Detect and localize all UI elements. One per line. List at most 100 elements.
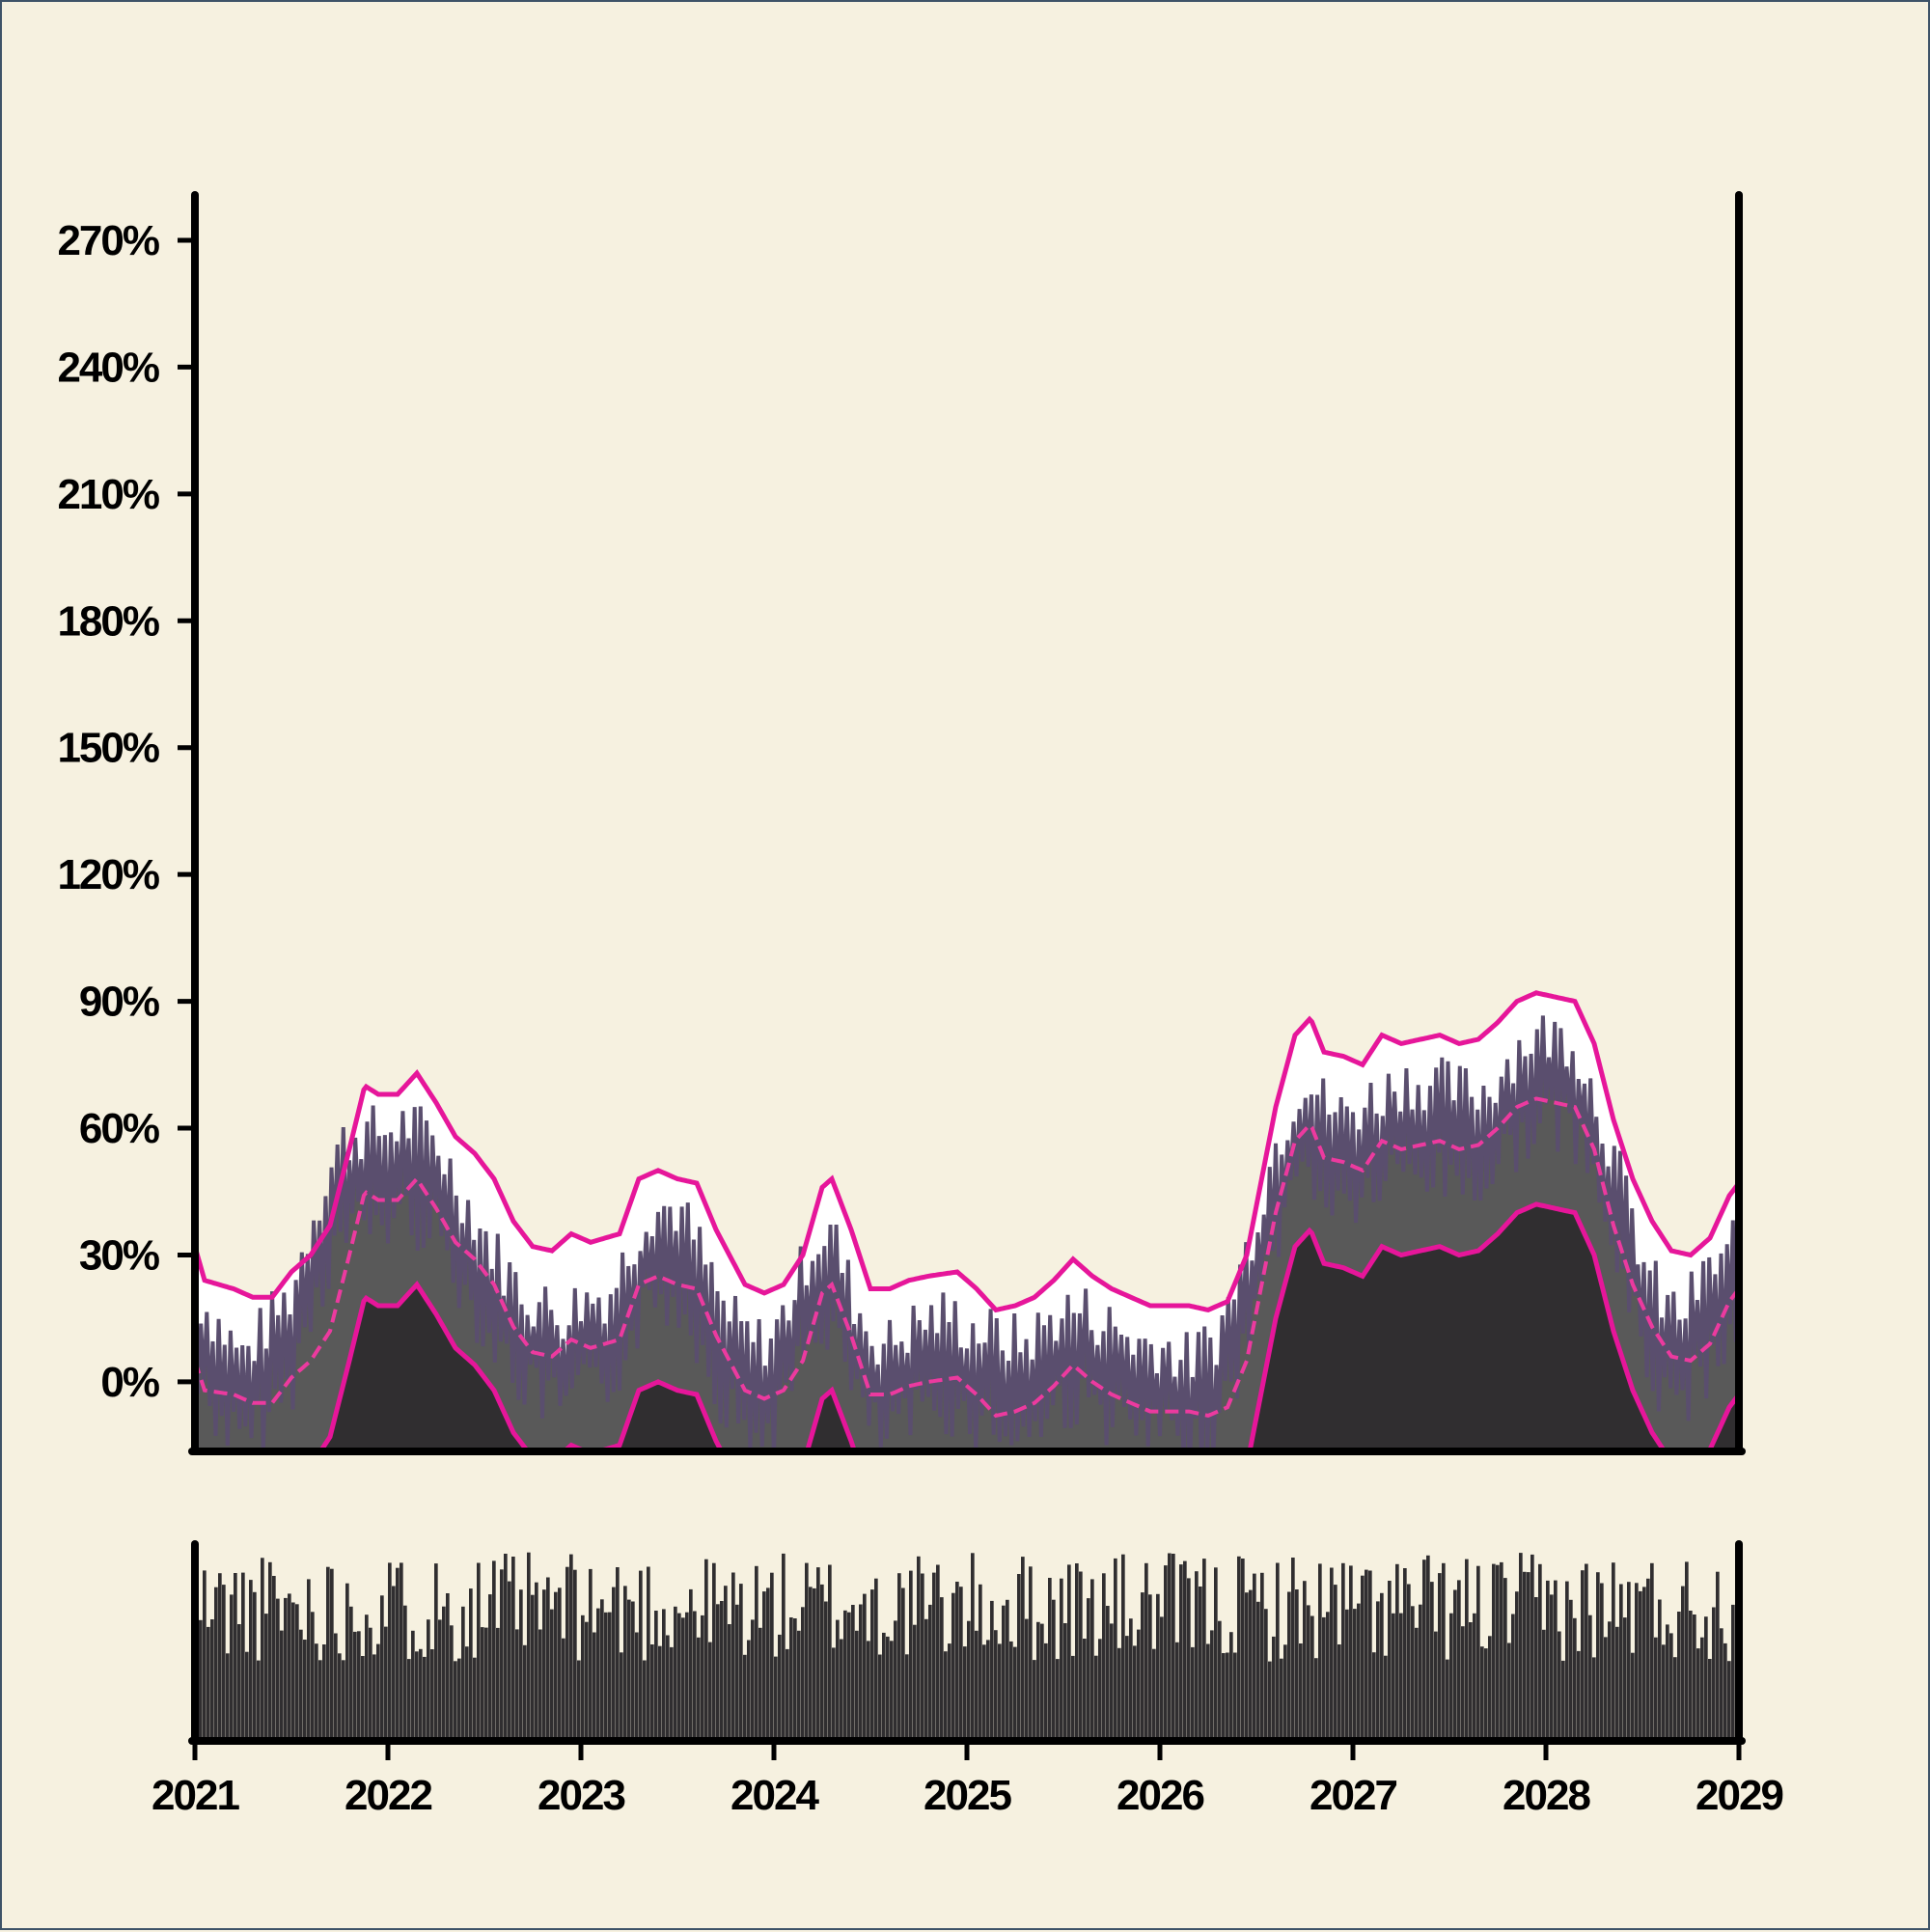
volume-bar [1550, 1594, 1554, 1739]
volume-bar [562, 1638, 565, 1739]
volume-bar [1677, 1612, 1681, 1739]
volume-bar [797, 1630, 801, 1739]
volume-bar [998, 1643, 1002, 1739]
volume-bar [1110, 1623, 1114, 1739]
volume-bar [731, 1572, 735, 1739]
volume-bar [546, 1577, 550, 1739]
volume-bar [1060, 1578, 1063, 1739]
volume-bar [874, 1578, 878, 1739]
volume-bar [1009, 1641, 1013, 1739]
volume-bar [1249, 1589, 1253, 1739]
volume-bar [1569, 1599, 1573, 1739]
volume-bar [1090, 1579, 1094, 1739]
volume-bar [203, 1570, 207, 1739]
volume-bar [1307, 1605, 1310, 1739]
volume-bar [280, 1630, 284, 1739]
volume-bar [805, 1562, 809, 1739]
volume-bar [550, 1609, 554, 1739]
volume-bar [1283, 1644, 1287, 1739]
volume-bar [1380, 1592, 1384, 1739]
volume-bar [1295, 1589, 1299, 1739]
volume-bar [1160, 1616, 1164, 1739]
x-axis-ticks: 2021 2022 2023 2024 2025 2026 2027 2028 2029 [152, 1741, 1784, 1819]
volume-bar [778, 1634, 782, 1739]
volume-bar [1577, 1650, 1581, 1739]
volume-bar [1561, 1660, 1565, 1739]
volume-bar [1087, 1598, 1090, 1739]
volume-bar [1063, 1623, 1067, 1739]
volume-bar [735, 1604, 739, 1739]
volume-bar [755, 1565, 758, 1739]
volume-bar [1723, 1642, 1727, 1739]
volume-bar [1446, 1659, 1449, 1739]
volume-bar [318, 1660, 322, 1739]
volume-bar [210, 1619, 214, 1739]
volume-bar [461, 1606, 465, 1739]
volume-bar [1033, 1660, 1036, 1739]
volume-bar [268, 1561, 272, 1739]
volume-bar [1241, 1559, 1245, 1739]
volume-bar [1017, 1574, 1021, 1739]
lower-band-area [195, 1203, 1739, 1449]
volume-bar [1349, 1565, 1353, 1739]
volume-bar [284, 1597, 288, 1739]
volume-bar [859, 1604, 863, 1739]
volume-bar [1469, 1622, 1473, 1739]
volume-bar [1183, 1560, 1187, 1739]
volume-bar [1592, 1657, 1596, 1739]
volume-bar [388, 1562, 392, 1739]
volume-bar [1345, 1609, 1349, 1739]
volume-bar [832, 1647, 836, 1739]
volume-bar [944, 1651, 948, 1739]
upper-band-line [195, 990, 1739, 1313]
volume-bar [245, 1651, 249, 1739]
y-tick-label: 210% [57, 471, 158, 518]
volume-bar [1368, 1570, 1372, 1739]
volume-bar [967, 1620, 971, 1739]
volume-bar [1322, 1616, 1326, 1739]
volume-bar [415, 1651, 419, 1739]
volume-bar [361, 1656, 365, 1739]
volume-bar [643, 1660, 647, 1739]
volume-bar [411, 1630, 415, 1739]
volume-bar [1056, 1659, 1060, 1739]
volume-bar [1623, 1617, 1627, 1739]
volume-bar [1411, 1606, 1415, 1739]
axes [188, 191, 1746, 1745]
volume-bar [878, 1654, 882, 1739]
volume-bar [1430, 1582, 1434, 1739]
volume-bar [1114, 1558, 1117, 1739]
volume-bar [1473, 1613, 1476, 1739]
volume-bar [1164, 1565, 1168, 1739]
volume-bar [1125, 1636, 1129, 1739]
x-tick-label: 2023 [538, 1772, 624, 1819]
volume-bar [612, 1587, 616, 1739]
volume-bar [1272, 1636, 1276, 1739]
volume-bar [1546, 1580, 1550, 1739]
volume-bar [627, 1599, 631, 1739]
volume-bar [1179, 1564, 1183, 1739]
volume-bar [762, 1591, 766, 1739]
volume-bar [1075, 1563, 1079, 1739]
volume-bar [1480, 1646, 1484, 1739]
y-tick-label: 150% [57, 725, 158, 772]
volume-bar [1704, 1616, 1708, 1739]
volume-bar [1226, 1652, 1229, 1739]
volume-bar [882, 1632, 886, 1739]
volume-bar [1465, 1559, 1469, 1739]
volume-bar [438, 1619, 442, 1739]
volume-bar [1210, 1630, 1214, 1739]
volume-bar [237, 1624, 241, 1739]
volume-bar [704, 1559, 708, 1739]
volume-bar [214, 1587, 218, 1739]
volume-bar [647, 1566, 650, 1739]
volume-bar [1156, 1593, 1160, 1739]
volume-bar [774, 1656, 778, 1739]
volume-bar [473, 1657, 477, 1739]
volume-bar [446, 1593, 450, 1739]
volume-bar [1492, 1563, 1496, 1739]
volume-bar [867, 1641, 870, 1739]
volume-bar [1449, 1613, 1453, 1739]
